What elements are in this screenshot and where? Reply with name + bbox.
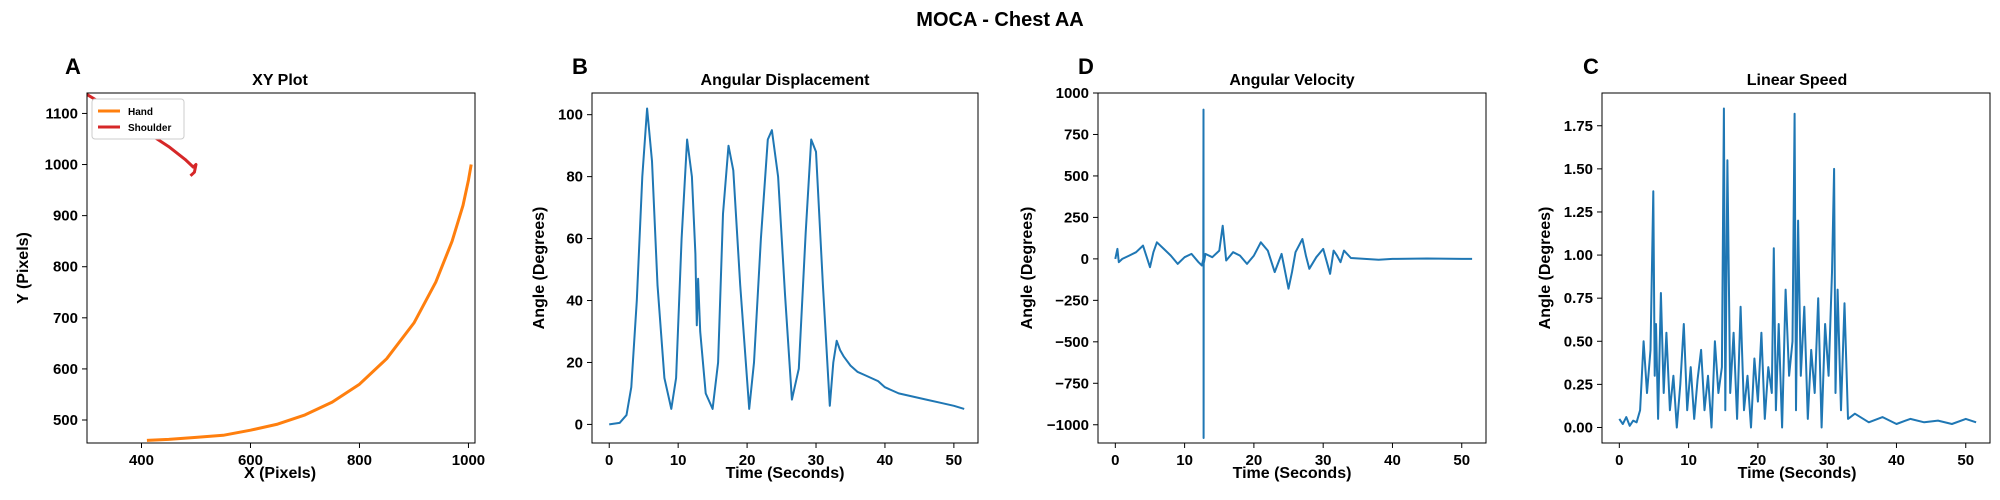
panel-label: C [1583,54,1599,79]
y-tick-label: 80 [566,169,583,186]
panel-linear-speed: C Linear Speed Time (Seconds) Angle (Deg… [1537,54,1991,482]
y-axis-label: Angle (Degrees) [1019,207,1036,330]
y-tick-label: −1000 [1047,417,1089,434]
x-tick-label: 40 [1384,452,1401,469]
x-tick-label: 0 [1111,452,1119,469]
y-tick-label: 0 [1081,251,1089,268]
y-tick-label: 1.50 [1564,161,1593,178]
x-tick-label: 30 [1819,452,1836,469]
plot-area [1618,107,1977,429]
y-tick-label: 0 [575,416,583,433]
x-tick-label: 40 [1888,452,1905,469]
panel-xy-plot: A XY Plot X (Pixels) Y (Pixels) 400 600 80… [15,54,485,482]
y-tick-label: 20 [566,354,583,371]
x-tick-label: 600 [238,452,263,469]
x-tick-label: 400 [129,452,154,469]
y-axis-label: Angle (Degrees) [1537,207,1554,330]
panel-title: Linear Speed [1747,72,1847,89]
series-line-0 [1114,108,1473,439]
y-tick-label: 60 [566,231,583,248]
panel-angular-displacement: B Angular Displacement Time (Seconds) An… [531,54,979,482]
plot-area [609,107,965,426]
x-tick-label: 0 [605,452,613,469]
legend-label: Shoulder [128,123,171,134]
panel-title: XY Plot [252,72,308,89]
x-tick-label: 0 [1615,452,1623,469]
panel-label: D [1078,54,1094,79]
x-tick-label: 50 [946,452,963,469]
y-tick-label: 500 [53,412,78,429]
y-tick-label: 1000 [45,157,78,174]
x-axis-label: X (Pixels) [244,465,316,482]
y-tick-label: −250 [1055,292,1089,309]
x-tick-label: 50 [1453,452,1470,469]
x-tick-label: 1000 [452,452,485,469]
x-tick-label: 50 [1957,452,1974,469]
x-tick-label: 10 [670,452,687,469]
axes-frame [1601,92,1991,444]
legend-label: Hand [128,107,153,118]
panel-label: B [572,54,588,79]
axes-frame [86,92,476,444]
x-tick-label: 10 [1176,452,1193,469]
y-tick-label: 1100 [45,105,78,122]
y-tick-label: 1.75 [1564,118,1593,135]
y-tick-label: 700 [53,310,78,327]
y-tick-label: 1.00 [1564,247,1593,264]
y-axis-label: Y (Pixels) [15,232,32,304]
axes-frame [1097,92,1487,444]
y-tick-label: −500 [1055,334,1089,351]
series-line-0 [609,107,965,426]
x-tick-label: 40 [877,452,894,469]
x-axis-label: Time (Seconds) [726,465,845,482]
y-tick-label: −750 [1055,375,1089,392]
x-tick-label: 20 [739,452,756,469]
x-axis-label: Time (Seconds) [1233,465,1352,482]
plot-area [1114,108,1473,439]
y-tick-label: 900 [53,208,78,225]
panel-title: Angular Displacement [701,72,871,89]
y-tick-label: 100 [558,107,583,124]
axes-frame [591,92,979,444]
panel-label: A [65,54,81,79]
series-line-hand [146,164,473,442]
x-tick-label: 30 [1315,452,1332,469]
plot-area [87,93,473,442]
figure-title: MOCA - Chest AA [916,9,1083,31]
y-tick-label: 1000 [1056,85,1089,102]
y-tick-label: 800 [53,259,78,276]
y-tick-label: 0.75 [1564,290,1593,307]
y-tick-label: 1.25 [1564,204,1593,221]
y-tick-label: 0.00 [1564,419,1593,436]
y-axis-label: Angle (Degrees) [531,207,548,330]
x-tick-label: 20 [1750,452,1767,469]
legend: Hand Shoulder [91,98,185,140]
y-tick-label: 0.50 [1564,333,1593,350]
x-tick-label: 20 [1246,452,1263,469]
y-tick-label: 750 [1064,126,1089,143]
y-tick-label: 40 [566,293,583,310]
x-axis-label: Time (Seconds) [1738,465,1857,482]
panel-title: Angular Velocity [1229,72,1354,89]
y-tick-label: 0.25 [1564,376,1593,393]
x-tick-label: 800 [347,452,372,469]
y-tick-label: 500 [1064,168,1089,185]
y-tick-label: 600 [53,361,78,378]
y-tick-label: 250 [1064,209,1089,226]
series-line-0 [1618,107,1977,429]
x-tick-label: 10 [1680,452,1697,469]
panel-angular-velocity: D Angular Velocity Time (Seconds) Angle … [1019,54,1487,482]
x-tick-label: 30 [808,452,825,469]
